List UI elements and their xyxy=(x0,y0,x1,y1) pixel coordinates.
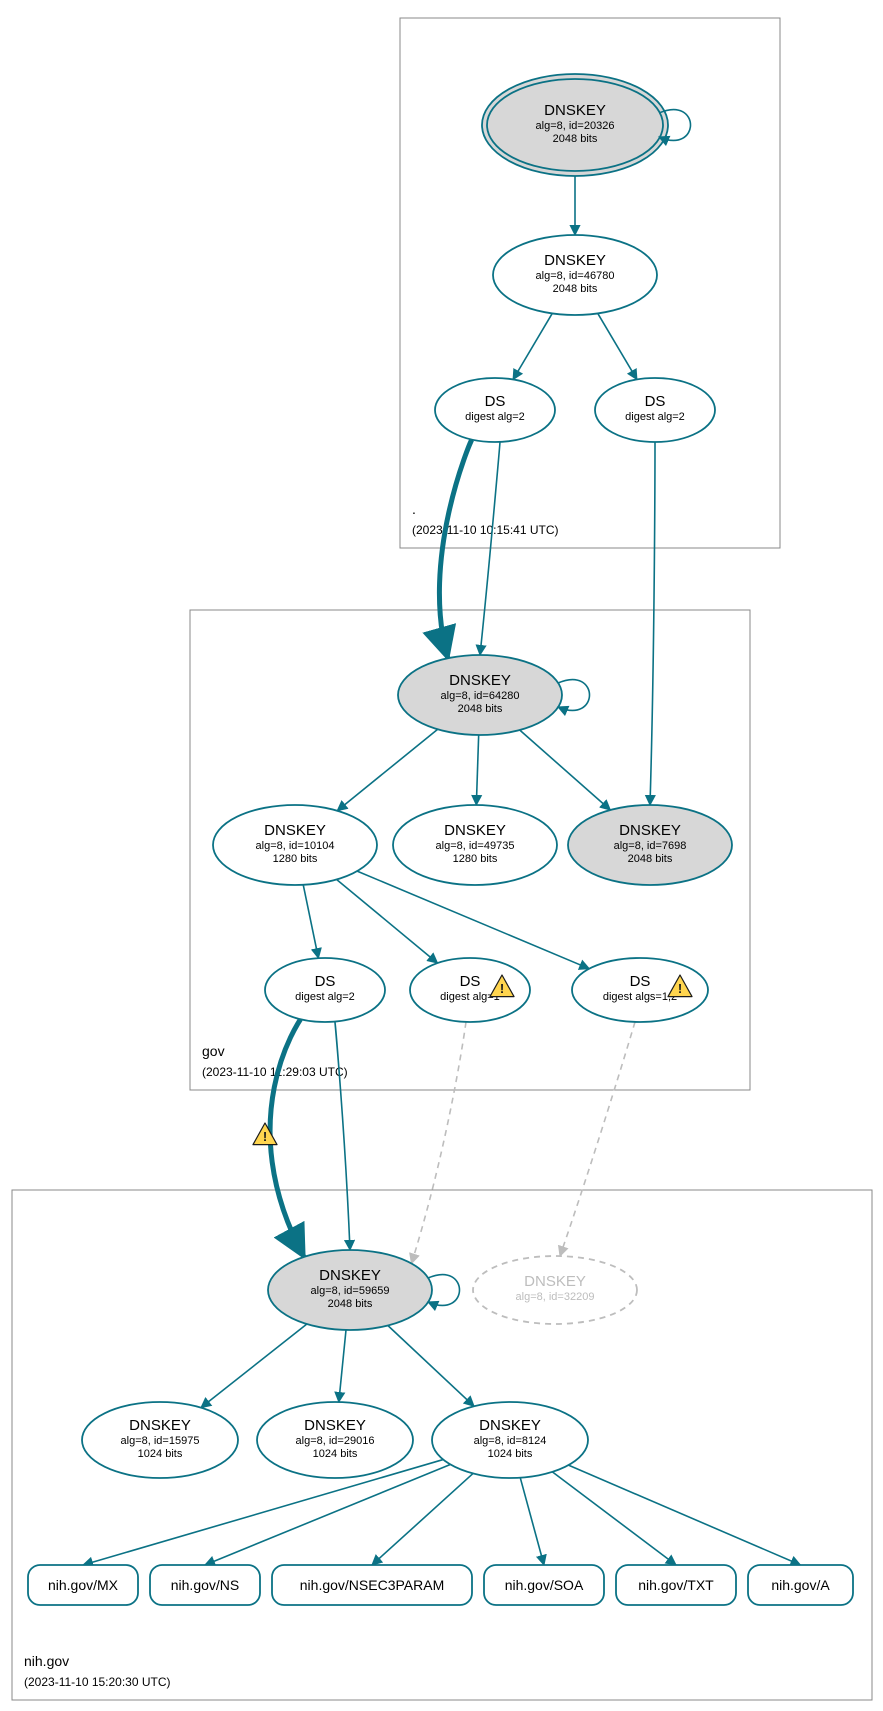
node-gov-zsk1: DNSKEYalg=8, id=101041280 bits xyxy=(213,805,377,885)
node-gov-zsk2: DNSKEYalg=8, id=497351280 bits xyxy=(393,805,557,885)
node-title: DNSKEY xyxy=(449,672,511,689)
rr-label: nih.gov/SOA xyxy=(505,1577,584,1593)
node-subtext: 1280 bits xyxy=(273,853,318,865)
edge xyxy=(552,1472,676,1565)
node-nih-ghost: DNSKEYalg=8, id=32209 xyxy=(473,1256,637,1324)
node-root-ds1: DSdigest alg=2 xyxy=(435,378,555,442)
node-subtext: digest alg=2 xyxy=(625,411,685,423)
edge xyxy=(439,440,472,659)
node-title: DNSKEY xyxy=(264,822,326,839)
node-subtext: 2048 bits xyxy=(328,1298,373,1310)
rr-label: nih.gov/MX xyxy=(48,1577,119,1593)
node-subtext: 2048 bits xyxy=(458,703,503,715)
node-title: DS xyxy=(630,973,651,990)
edge xyxy=(388,1325,474,1406)
node-subtext: digest alg=2 xyxy=(465,411,525,423)
node-nih-zsk2: DNSKEYalg=8, id=290161024 bits xyxy=(257,1402,413,1478)
node-root-ds2: DSdigest alg=2 xyxy=(595,378,715,442)
node-subtext: alg=8, id=59659 xyxy=(311,1285,390,1297)
node-nih-zsk1: DNSKEYalg=8, id=159751024 bits xyxy=(82,1402,238,1478)
edge xyxy=(339,1330,346,1402)
dnssec-diagram: . (2023-11-10 10:15:41 UTC) gov (2023-11-10… xyxy=(0,0,883,1711)
rr-label: nih.gov/NS xyxy=(171,1577,239,1593)
edge xyxy=(335,1022,350,1250)
node-title: DNSKEY xyxy=(619,822,681,839)
node-title: DNSKEY xyxy=(544,102,606,119)
edge xyxy=(205,1464,450,1565)
rr-rr-ns: nih.gov/NS xyxy=(150,1565,260,1605)
edge xyxy=(513,313,552,379)
node-subtext: alg=8, id=10104 xyxy=(256,840,335,852)
node-title: DNSKEY xyxy=(524,1273,586,1290)
rr-rr-txt: nih.gov/TXT xyxy=(616,1565,736,1605)
edge xyxy=(411,1022,466,1264)
node-subtext: alg=8, id=49735 xyxy=(436,840,515,852)
node-gov-ds3: DSdigest algs=1,2! xyxy=(572,958,708,1022)
node-subtext: 1024 bits xyxy=(313,1448,358,1460)
edge xyxy=(337,729,437,810)
node-subtext: alg=8, id=8124 xyxy=(474,1435,547,1447)
node-title: DS xyxy=(485,393,506,410)
node-subtext: 2048 bits xyxy=(553,133,598,145)
edge xyxy=(520,1478,544,1565)
node-subtext: 2048 bits xyxy=(553,283,598,295)
rr-rr-a: nih.gov/A xyxy=(748,1565,853,1605)
node-subtext: 2048 bits xyxy=(628,853,673,865)
edge xyxy=(568,1465,800,1565)
rr-label: nih.gov/A xyxy=(771,1577,830,1593)
edge xyxy=(560,1022,635,1256)
node-title: DNSKEY xyxy=(544,252,606,269)
edge xyxy=(337,879,438,963)
node-gov-ds1: DSdigest alg=2 xyxy=(265,958,385,1022)
rr-label: nih.gov/TXT xyxy=(638,1577,714,1593)
svg-text:(2023-11-10 15:20:30 UTC): (2023-11-10 15:20:30 UTC) xyxy=(24,1675,171,1689)
node-nih-ksk: DNSKEYalg=8, id=596592048 bits xyxy=(268,1250,460,1330)
node-subtext: digest algs=1,2 xyxy=(603,991,677,1003)
node-subtext: alg=8, id=7698 xyxy=(614,840,687,852)
svg-text:!: ! xyxy=(263,1129,267,1144)
node-title: DNSKEY xyxy=(319,1267,381,1284)
node-title: DNSKEY xyxy=(129,1417,191,1434)
edge xyxy=(201,1324,307,1408)
node-gov-ds2: DSdigest alg=1! xyxy=(410,958,530,1022)
svg-text:!: ! xyxy=(500,981,504,996)
node-title: DNSKEY xyxy=(479,1417,541,1434)
rr-rr-soa: nih.gov/SOA xyxy=(484,1565,604,1605)
node-subtext: alg=8, id=46780 xyxy=(536,270,615,282)
rr-rr-mx: nih.gov/MX xyxy=(28,1565,138,1605)
edge xyxy=(650,442,655,805)
node-title: DS xyxy=(460,973,481,990)
node-title: DS xyxy=(645,393,666,410)
svg-text:gov: gov xyxy=(202,1043,225,1059)
edge xyxy=(372,1473,473,1565)
node-subtext: 1024 bits xyxy=(138,1448,183,1460)
node-title: DNSKEY xyxy=(444,822,506,839)
node-subtext: 1280 bits xyxy=(453,853,498,865)
svg-text:!: ! xyxy=(678,981,682,996)
rr-label: nih.gov/NSEC3PARAM xyxy=(300,1577,444,1593)
node-subtext: digest alg=2 xyxy=(295,991,355,1003)
svg-text:.: . xyxy=(412,501,416,517)
edge xyxy=(303,885,318,958)
node-subtext: alg=8, id=15975 xyxy=(121,1435,200,1447)
node-subtext: alg=8, id=64280 xyxy=(441,690,520,702)
node-gov-ksk: DNSKEYalg=8, id=642802048 bits xyxy=(398,655,590,735)
svg-text:(2023-11-10 10:15:41 UTC): (2023-11-10 10:15:41 UTC) xyxy=(412,523,559,537)
edge xyxy=(270,1019,304,1257)
node-nih-zsk3: DNSKEYalg=8, id=81241024 bits xyxy=(432,1402,588,1478)
node-subtext: alg=8, id=32209 xyxy=(516,1291,595,1303)
node-subtext: alg=8, id=29016 xyxy=(296,1435,375,1447)
node-subtext: alg=8, id=20326 xyxy=(536,120,615,132)
svg-text:nih.gov: nih.gov xyxy=(24,1653,69,1669)
edge xyxy=(598,313,637,379)
node-gov-key3: DNSKEYalg=8, id=76982048 bits xyxy=(568,805,732,885)
edge xyxy=(476,735,478,805)
edge xyxy=(520,730,611,810)
rr-rr-nsec3: nih.gov/NSEC3PARAM xyxy=(272,1565,472,1605)
node-root-zsk: DNSKEYalg=8, id=467802048 bits xyxy=(493,235,657,315)
node-title: DNSKEY xyxy=(304,1417,366,1434)
node-subtext: 1024 bits xyxy=(488,1448,533,1460)
node-title: DS xyxy=(315,973,336,990)
node-root-ksk: DNSKEYalg=8, id=203262048 bits xyxy=(482,74,691,176)
